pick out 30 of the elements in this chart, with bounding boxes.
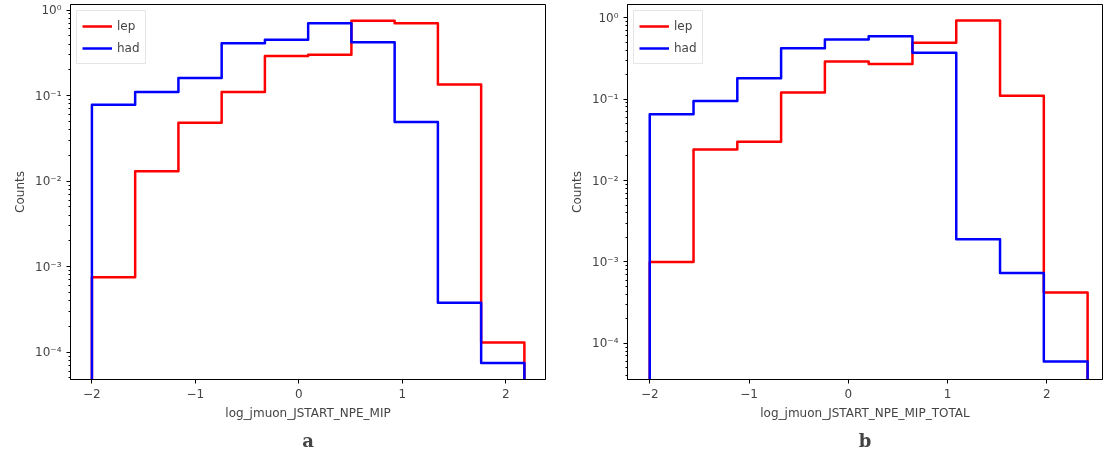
x-tick-label: 0 <box>295 386 303 401</box>
y-tick-label: 10⁰ <box>598 10 619 25</box>
x-axis-title: log_jmuon_JSTART_NPE_MIP <box>225 405 391 420</box>
x-axis-title: log_jmuon_JSTART_NPE_MIP_TOTAL <box>760 405 971 420</box>
y-tick-label: 10⁻¹ <box>35 88 62 103</box>
x-tick-label: 0 <box>844 386 853 401</box>
x-tick-label: −2 <box>640 386 659 401</box>
text: a <box>302 429 315 451</box>
y-tick-label: 10⁻² <box>592 173 619 188</box>
legend-label: had <box>117 41 140 55</box>
x-tick-label: 2 <box>501 386 510 401</box>
x-tick-label: −2 <box>83 386 101 401</box>
y-tick-label: 10⁰ <box>41 3 62 18</box>
x-tick-label: −1 <box>186 386 205 401</box>
y-tick-label: 10⁻⁴ <box>35 345 62 360</box>
y-axis-title: Counts <box>13 171 28 213</box>
y-tick-label: 10⁻⁴ <box>592 336 619 351</box>
y-tick-label: 10⁻³ <box>35 259 62 274</box>
y-tick-label: 10⁻¹ <box>592 92 619 107</box>
legend-label: lep <box>117 19 137 33</box>
x-tick-label: 1 <box>398 386 407 401</box>
y-tick-label: 10⁻³ <box>592 254 619 269</box>
x-tick-label: −1 <box>740 386 758 401</box>
legend-label: lep <box>674 19 694 33</box>
y-tick-label: 10⁻² <box>35 174 62 189</box>
legend-label: had <box>674 41 697 55</box>
x-tick-label: 2 <box>1043 386 1051 401</box>
x-tick-label: 1 <box>943 386 952 401</box>
text: b <box>858 429 872 451</box>
y-axis-title: Counts <box>570 171 585 213</box>
